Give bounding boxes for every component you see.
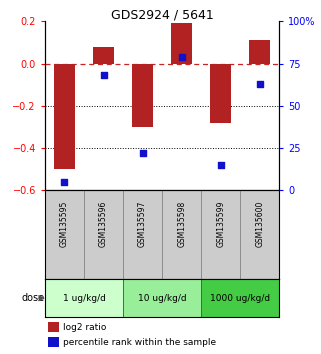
Point [179,54,184,59]
Title: GDS2924 / 5641: GDS2924 / 5641 [111,8,213,21]
Bar [210,63,231,123]
Text: GSM135598: GSM135598 [177,201,186,247]
Bar [201,190,240,279]
Bar [48,337,59,347]
Bar [132,63,153,127]
Text: percentile rank within the sample: percentile rank within the sample [63,338,216,347]
Text: 1 ug/kg/d: 1 ug/kg/d [63,294,105,303]
Text: 1000 ug/kg/d: 1000 ug/kg/d [210,294,270,303]
Bar [171,23,192,63]
Text: dose: dose [21,293,44,303]
Bar [123,190,162,279]
Bar [93,47,114,63]
Bar [249,40,271,63]
Point [140,150,145,156]
Point [257,81,262,87]
Bar [45,190,84,279]
Point [101,73,106,78]
Text: log2 ratio: log2 ratio [63,322,106,332]
Text: GSM135595: GSM135595 [60,201,69,247]
Text: GSM135599: GSM135599 [216,201,225,247]
Text: GSM135600: GSM135600 [255,201,264,247]
Text: GSM135596: GSM135596 [99,201,108,247]
Text: GSM135597: GSM135597 [138,201,147,247]
Bar [240,190,279,279]
Bar [123,279,201,317]
Bar [201,279,279,317]
Bar [48,322,59,332]
Text: 10 ug/kg/d: 10 ug/kg/d [138,294,187,303]
Bar [84,190,123,279]
Bar [54,63,75,169]
Point [218,162,223,168]
Bar [162,190,201,279]
Bar [45,279,123,317]
Point [62,179,67,185]
